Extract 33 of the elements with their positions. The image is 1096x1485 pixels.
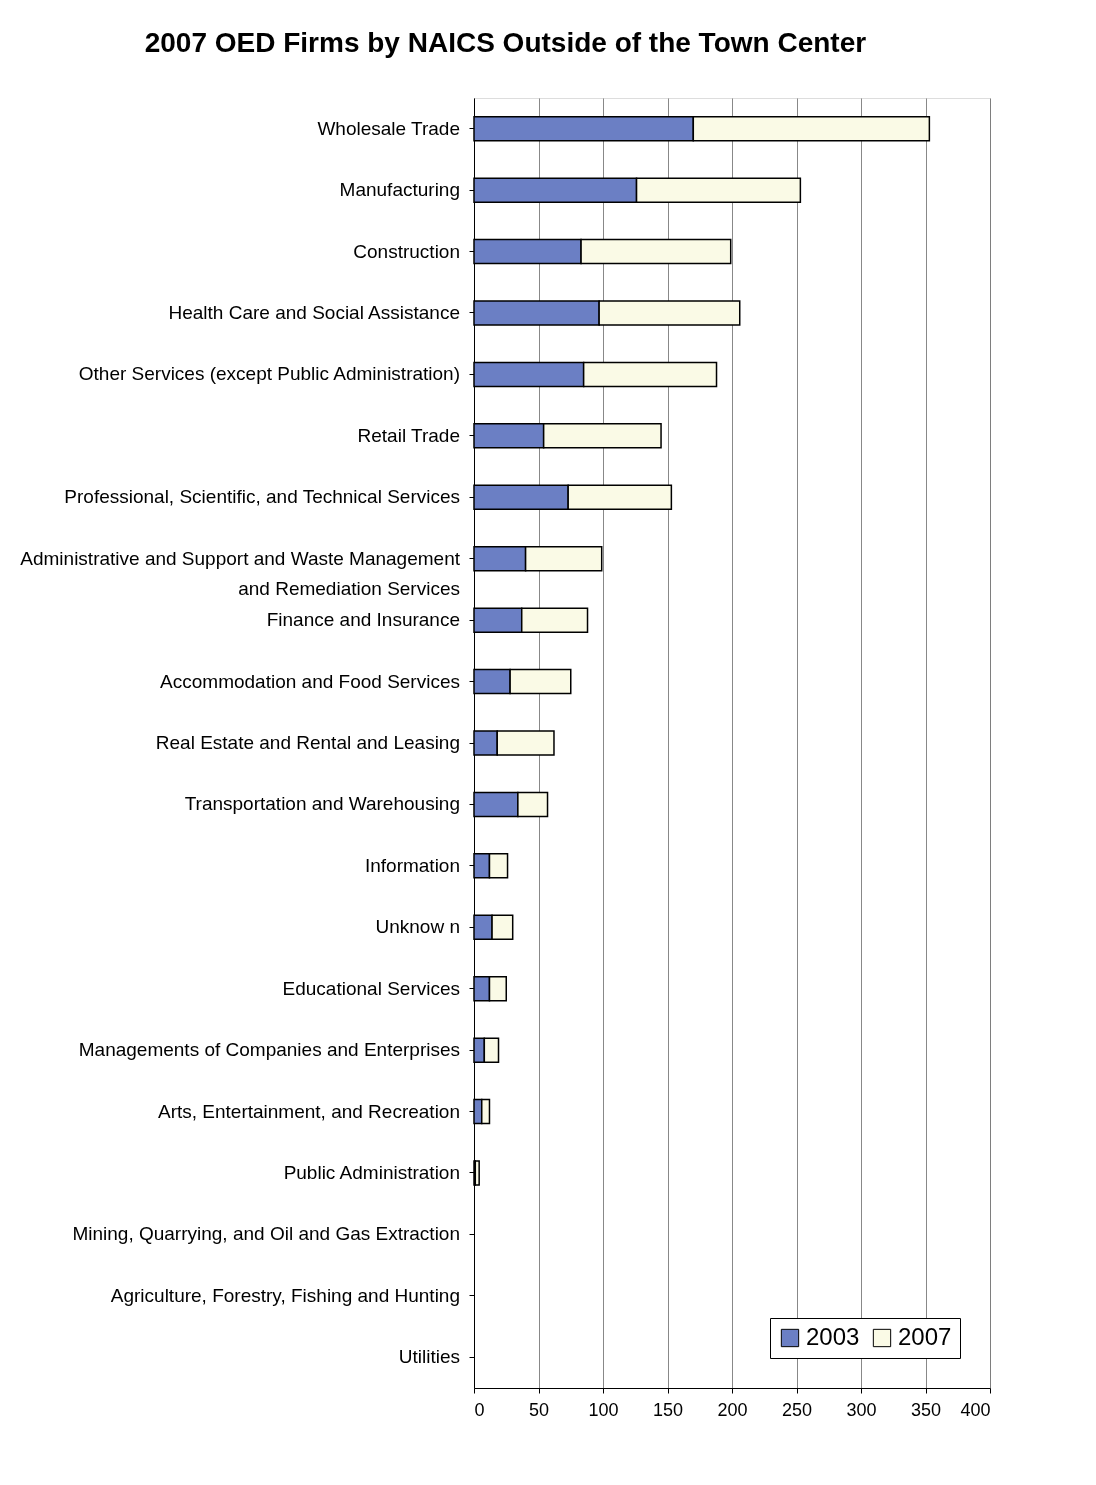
y-tick-label: Public Administration — [283, 1162, 460, 1183]
y-tick-label: Manufacturing — [339, 179, 460, 201]
legend-label: 2003 — [806, 1323, 860, 1350]
y-tick-label: Accommodation and Food Services — [160, 670, 460, 692]
x-tick-label: 350 — [910, 1399, 942, 1420]
y-tick-label: Managements of Companies and Enterprises — [78, 1039, 460, 1061]
x-tick-label: 300 — [846, 1399, 877, 1420]
x-tick-label: 400 — [960, 1399, 991, 1420]
y-tick-label: Mining, Quarrying, and Oil and Gas Extraction — [72, 1223, 460, 1245]
x-tick-label: 200 — [717, 1399, 748, 1420]
x-tick-label: 100 — [588, 1399, 619, 1420]
y-tick-label: Other Services (except Public Administration) — [78, 363, 460, 385]
y-tick-label: Utilities — [398, 1346, 460, 1368]
chart-title: 2007 OED Firms by NAICS Outside of the Town Center — [144, 27, 867, 58]
y-tick-label: Health Care and Social Assistance — [168, 302, 460, 323]
y-tick-label: Finance and Insurance — [266, 609, 460, 631]
y-tick-label: Retail Trade — [357, 424, 460, 446]
y-tick-label: Unknow n — [375, 916, 460, 938]
y-tick-label: Arts, Entertainment, and Recreation — [157, 1100, 460, 1122]
x-tick-label: 50 — [528, 1399, 550, 1420]
y-tick-label: Agriculture, Forestry, Fishing and Hunting — [110, 1284, 460, 1306]
x-tick-label: 250 — [781, 1399, 813, 1420]
x-tick-label: 150 — [652, 1399, 684, 1420]
y-tick-label: Information — [364, 854, 460, 876]
y-tick-label: Construction — [353, 240, 460, 262]
y-tick-label: Transportation and Warehousing — [184, 793, 460, 815]
legend-label: 2007 — [898, 1323, 952, 1350]
x-tick-label: 0 — [474, 1399, 485, 1420]
y-tick-label: Real Estate and Rental and Leasing — [155, 732, 460, 753]
y-tick-label: Professional, Scientific, and Technical Services — [64, 486, 460, 508]
y-tick-label: Administrative and Support and Waste Management and Remediation Services — [20, 547, 461, 599]
y-tick-label: Educational Services — [282, 977, 460, 999]
y-tick-label: Wholesale Trade — [317, 117, 460, 139]
